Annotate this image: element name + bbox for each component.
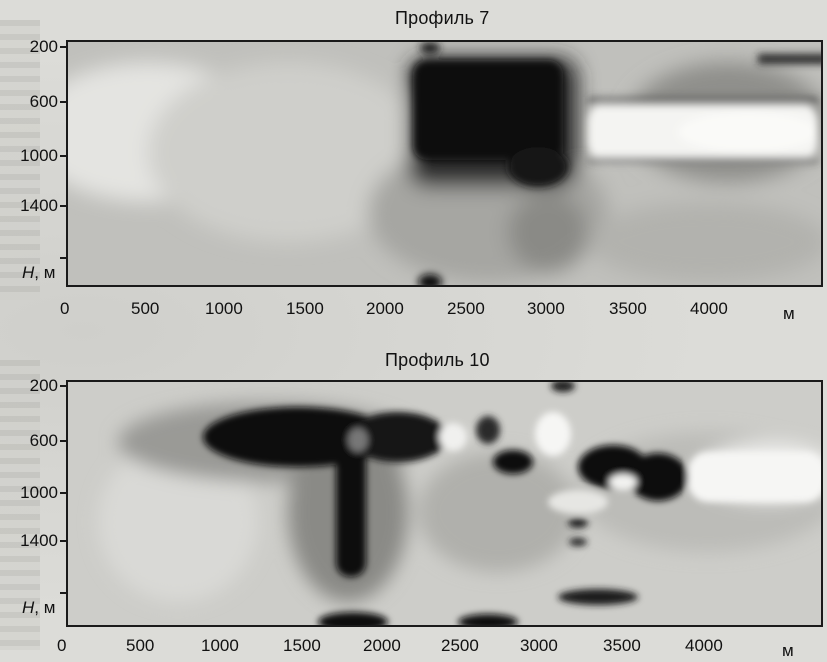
p2-ytick-600: 600: [29, 431, 58, 450]
p2-yaxis-label: H, м: [22, 598, 56, 617]
panel-2-field: [68, 382, 821, 625]
anomaly-dark-stem-p10: [336, 442, 366, 577]
anomaly-dark-body-p7: [413, 60, 563, 160]
anomaly-light-spot-p10: [535, 412, 571, 456]
p2-xtick-2500: 2500: [441, 636, 479, 655]
p1-xtick-1000: 1000: [205, 299, 243, 318]
p2-x-unit: м: [782, 641, 794, 660]
p1-xtick-4000: 4000: [690, 299, 728, 318]
p1-ytickmark: [60, 257, 67, 259]
p1-xtick-1500: 1500: [286, 299, 324, 318]
p2-xtick-0: 0: [57, 636, 67, 655]
p2-ytick-200: 200: [29, 376, 58, 395]
panel-2-title: Профиль 10: [385, 350, 490, 370]
p2-ytick-1400: 1400: [20, 531, 58, 550]
p1-xtick-2000: 2000: [366, 299, 404, 318]
p2-ytickmark: [60, 440, 67, 442]
scan-bleed-left-bottom: [0, 360, 40, 650]
p2-xtick-3500: 3500: [603, 636, 641, 655]
panel-2-plot: [66, 380, 823, 627]
p2-ytickmark: [60, 385, 67, 387]
p1-ytickmark: [60, 155, 67, 157]
panel-1-title: Профиль 7: [395, 8, 490, 28]
p2-xtick-2000: 2000: [363, 636, 401, 655]
p1-yaxis-label: H, м: [22, 263, 56, 282]
p1-xtick-500: 500: [131, 299, 160, 318]
p1-xtick-2500: 2500: [447, 299, 485, 318]
p1-xtick-3500: 3500: [609, 299, 647, 318]
anomaly-light-right-p10: [688, 452, 821, 502]
p2-xtick-1000: 1000: [201, 636, 239, 655]
p1-xtick-0: 0: [60, 299, 70, 318]
p2-xtick-4000: 4000: [685, 636, 723, 655]
p1-ytick-200: 200: [29, 37, 58, 56]
p2-ytickmark: [60, 592, 67, 594]
p1-ytick-1400: 1400: [20, 196, 58, 215]
p1-x-unit: м: [783, 304, 795, 323]
p2-ytickmark: [60, 540, 67, 542]
p2-xtick-3000: 3000: [520, 636, 558, 655]
panel-1-field: [68, 42, 821, 285]
scan-bleed-left-top: [0, 20, 40, 300]
panel-1-plot: [66, 40, 823, 287]
p1-ytickmark: [60, 46, 67, 48]
p1-ytickmark: [60, 101, 67, 103]
p2-xtick-1500: 1500: [283, 636, 321, 655]
p1-ytick-600: 600: [29, 92, 58, 111]
p1-ytick-1000: 1000: [20, 146, 58, 165]
p2-ytick-1000: 1000: [20, 483, 58, 502]
p1-xtick-3000: 3000: [527, 299, 565, 318]
p1-ytickmark: [60, 205, 67, 207]
p2-xtick-500: 500: [126, 636, 155, 655]
p2-ytickmark: [60, 492, 67, 494]
